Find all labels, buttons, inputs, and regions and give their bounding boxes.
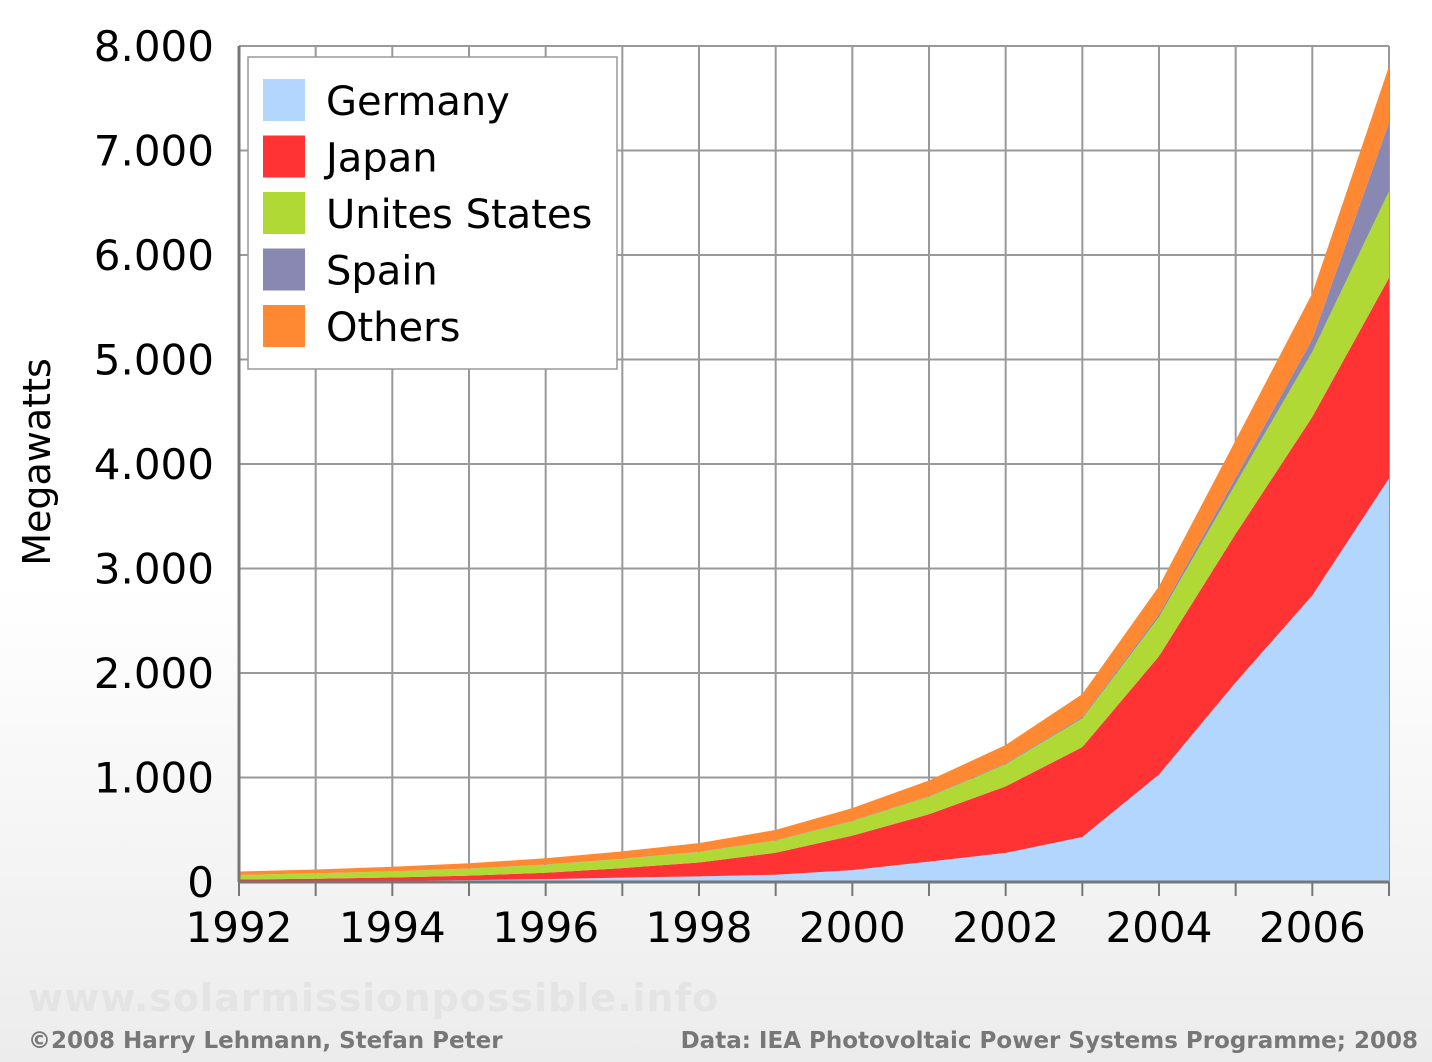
legend: Germany Japan Unites States Spain Others [247,56,618,370]
x-tick-label: 2000 [799,903,906,952]
y-tick-label: 3.000 [94,545,214,594]
legend-swatch [263,248,305,291]
y-tick-label: 2.000 [94,649,214,698]
legend-swatch [263,192,305,234]
y-tick-labels: 0 1.000 2.000 3.000 4.000 5.000 6.000 7.000 8.00… [94,22,214,907]
areas [239,66,1389,882]
y-tick-label: 1.000 [94,754,214,803]
watermark-url: www.solarmissionpossible.info [28,976,720,1020]
area-unites-states [239,191,1389,880]
legend-swatch [263,79,305,121]
x-tick-label: 1996 [492,903,599,952]
y-axis-title: Megawatts [15,358,59,566]
area-japan [239,277,1389,882]
y-tick-label: 5.000 [94,336,214,385]
area-others [239,66,1389,875]
y-tick-label: 4.000 [94,440,214,489]
x-tick-label: 1998 [646,903,753,952]
area-germany [239,478,1389,882]
x-tick-label: 2006 [1259,903,1366,952]
legend-label: Japan [323,136,438,182]
legend-label: Germany [326,79,510,125]
copyright-credit: ©2008 Harry Lehmann, Stefan Peter [28,1028,503,1054]
legend-label: Others [326,305,460,351]
x-tick-label: 1992 [186,903,293,952]
legend-label: Spain [326,249,438,295]
legend-label: Unites States [326,192,592,238]
x-tick-label: 1994 [339,903,446,952]
y-tick-label: 0 [187,858,214,907]
y-tick-label: 6.000 [94,231,214,280]
legend-box [247,56,618,370]
legend-swatch [263,305,305,347]
x-tick-labels: 1992 1994 1996 1998 2000 2002 2004 2006 [186,903,1366,952]
y-tick-label: 8.000 [94,22,214,71]
y-tick-label: 7.000 [94,127,214,176]
data-source: Data: IEA Photovoltaic Power Systems Pro… [680,1028,1418,1054]
legend-swatch [263,135,305,178]
x-tick-label: 2002 [952,903,1059,952]
x-tick-label: 2004 [1106,903,1213,952]
axes [237,46,1390,896]
